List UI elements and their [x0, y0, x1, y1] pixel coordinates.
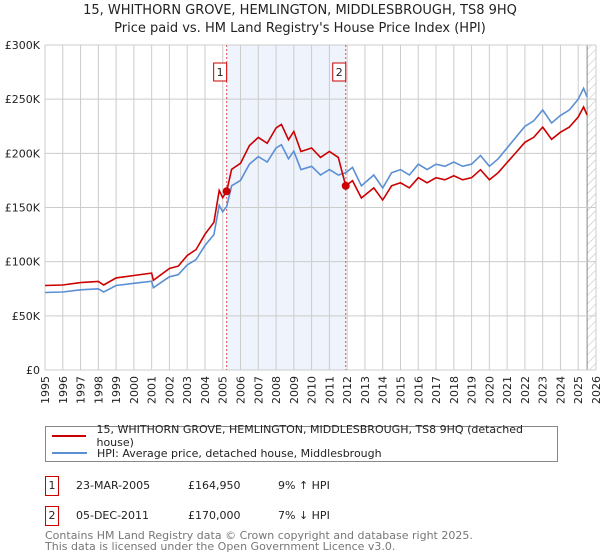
plot-area: 1995 1996 1997 1998 1999 2000 2001 2002 2003 2004…: [5, 39, 600, 404]
x-tick-label: 2025: [572, 376, 585, 404]
chart-title: 15, WHITHORN GROVE, HEMLINGTON, MIDDLESB…: [83, 3, 517, 18]
x-tick-label: 2004: [199, 376, 212, 404]
sale-price: £164,950: [188, 479, 241, 492]
x-tick-label: 2002: [163, 376, 176, 404]
sale-hpi-diff: 7% ↓ HPI: [278, 509, 330, 522]
sale-date: 23-MAR-2005: [76, 479, 151, 492]
x-tick-label: 1999: [110, 376, 123, 404]
property-series-line: [44, 105, 588, 287]
x-tick-label: 2012: [341, 376, 354, 404]
x-tick-label: 2020: [483, 376, 496, 404]
y-tick-label: £50K: [12, 310, 41, 323]
legend-item-property: 15, WHITHORN GROVE, HEMLINGTON, MIDDLESB…: [52, 423, 557, 449]
sale-hpi-diff: 9% ↑ HPI: [278, 479, 330, 492]
x-tick-label: 2024: [554, 376, 567, 404]
x-tick-label: 2007: [252, 376, 265, 404]
x-tick-label: 2016: [412, 376, 425, 404]
x-tick-label: 2023: [537, 376, 550, 404]
x-tick-label: 2000: [128, 376, 141, 404]
legend-swatch-blue: [52, 452, 87, 454]
sale-badge: 2: [45, 506, 59, 526]
x-tick-label: 2018: [448, 376, 461, 404]
x-tick-label: 2017: [430, 376, 443, 404]
x-tick-label: 2006: [235, 376, 248, 404]
x-tick-label: 2013: [359, 376, 372, 404]
legend-item-hpi: HPI: Average price, detached house, Midd…: [52, 445, 382, 461]
sale-label: 2: [332, 62, 347, 82]
x-tick-label: 2015: [394, 376, 407, 404]
sale-row-2: 2 05-DEC-2011 £170,000 7% ↓ HPI: [45, 506, 545, 526]
x-tick-label: 2009: [288, 376, 301, 404]
y-tick-label: £150K: [5, 202, 41, 215]
footer-line: Contains HM Land Registry data © Crown c…: [45, 529, 473, 542]
y-tick-label: £250K: [5, 93, 41, 106]
x-tick-label: 2019: [466, 376, 479, 404]
sale-point: [222, 187, 231, 196]
footer-line: This data is licensed under the Open Gov…: [45, 540, 396, 553]
chart-subtitle: Price paid vs. HM Land Registry's House …: [114, 21, 486, 36]
sale-badge: 1: [45, 476, 59, 496]
sale-label-box: [213, 62, 228, 82]
x-tick-label: 1995: [39, 376, 52, 404]
sale-label-box: [332, 62, 347, 82]
sale-date: 05-DEC-2011: [76, 509, 150, 522]
y-tick-label: £300K: [5, 39, 41, 52]
sale-label-text: 1: [217, 66, 224, 79]
y-tick-label: £100K: [5, 256, 41, 269]
sale-point: [341, 181, 350, 190]
x-tick-label: 2003: [181, 376, 194, 404]
x-tick-label: 2005: [217, 376, 230, 404]
footer: Contains HM Land Registry data © Crown c…: [45, 530, 473, 552]
x-tick-label: 2014: [377, 376, 390, 404]
x-tick-label: 2022: [519, 376, 532, 404]
legend-label: 15, WHITHORN GROVE, HEMLINGTON, MIDDLESB…: [96, 423, 523, 449]
x-tick-label: 2008: [270, 376, 283, 404]
x-tick-label: 2021: [501, 376, 514, 404]
x-tick-label: 2026: [590, 376, 600, 404]
x-tick-label: 1996: [57, 376, 70, 404]
legend: 15, WHITHORN GROVE, HEMLINGTON, MIDDLESB…: [45, 423, 558, 462]
legend-label: HPI: Average price, detached house, Midd…: [97, 446, 382, 460]
x-tick-label: 1998: [92, 376, 105, 404]
sale-label: 1: [213, 62, 228, 82]
x-tick-label: 2001: [146, 376, 159, 404]
x-tick-label: 2011: [323, 376, 336, 404]
sale-label-text: 2: [336, 66, 343, 79]
y-tick-label: £200K: [5, 147, 41, 160]
x-tick-label: 1997: [75, 376, 88, 404]
sale-price: £170,000: [188, 509, 241, 522]
x-tick-label: 2010: [306, 376, 319, 404]
hpi-series-line: [44, 86, 588, 294]
legend-swatch-red: [52, 435, 87, 437]
sale-row-1: 1 23-MAR-2005 £164,950 9% ↑ HPI: [45, 476, 545, 496]
y-tick-label: £0: [26, 364, 40, 377]
